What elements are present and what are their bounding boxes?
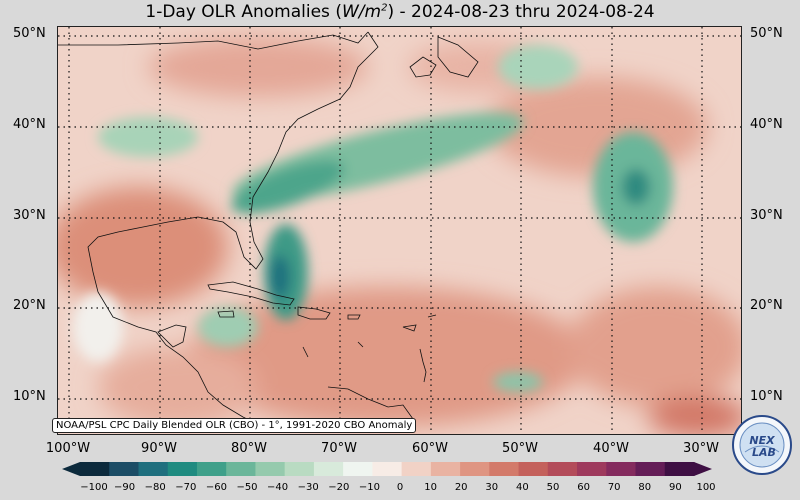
- colorbar-cell: [138, 462, 169, 476]
- colorbar-cell: [109, 462, 139, 476]
- colorbar-cell: [401, 462, 432, 476]
- colorbar-tick: −90: [114, 482, 136, 493]
- colorbar-cell: [80, 462, 110, 476]
- nexlab-globe-logo: NEX LAB: [732, 415, 792, 475]
- colorbar-tick: 60: [577, 482, 590, 493]
- colorbar-cell: [577, 462, 607, 476]
- lon-label: 60°W: [412, 441, 448, 456]
- map-title: 1-Day OLR Anomalies (W/m2) - 2024-08-23 …: [145, 2, 655, 22]
- colorbar-tick: −80: [144, 482, 166, 493]
- colorbar-cell: [635, 462, 666, 476]
- lon-label: 100°W: [45, 441, 91, 456]
- colorbar-cell: [547, 462, 578, 476]
- graticule: [58, 27, 741, 434]
- colorbar-tick: 0: [396, 482, 404, 493]
- olr-anomaly-map: [57, 26, 742, 435]
- lat-label-right: 40°N: [750, 117, 783, 132]
- colorbar-tick: −10: [358, 482, 380, 493]
- title-unit: W/m2: [341, 2, 388, 22]
- colorbar-tick: 30: [485, 482, 499, 493]
- colorbar-tick: −30: [297, 482, 319, 493]
- lon-label: 90°W: [141, 441, 177, 456]
- colorbar-extend-max: [694, 462, 712, 476]
- coastlines: [58, 31, 479, 433]
- positive-anomaly-field: [58, 37, 741, 434]
- colorbar-tick: 40: [516, 482, 529, 493]
- logo-text-bottom: LAB: [752, 446, 776, 459]
- lon-label: 70°W: [321, 441, 357, 456]
- lon-label: 50°W: [502, 441, 538, 456]
- colorbar-cell: [606, 462, 637, 476]
- colorbar-tick: 70: [607, 482, 621, 493]
- lat-label-left: 40°N: [13, 117, 46, 132]
- lat-label-left: 50°N: [13, 26, 46, 41]
- colorbar-tick: 90: [669, 482, 682, 493]
- colorbar-tick: −50: [236, 482, 258, 493]
- colorbar: [62, 462, 712, 476]
- lat-label-left: 10°N: [13, 389, 46, 404]
- lon-label: 30°W: [683, 441, 719, 456]
- map-canvas: [58, 27, 741, 434]
- colorbar-tick: −70: [175, 482, 197, 493]
- colorbar-tick: 100: [696, 482, 716, 493]
- logo-text-top: NEX: [749, 434, 775, 447]
- colorbar-tick: −40: [267, 482, 289, 493]
- colorbar-tick: 80: [638, 482, 652, 493]
- lon-label: 40°W: [593, 441, 629, 456]
- colorbar-tick: −100: [80, 482, 108, 493]
- colorbar-cell: [255, 462, 286, 476]
- colorbar-cell: [489, 462, 520, 476]
- colorbar-cell: [664, 462, 695, 476]
- lat-label-right: 50°N: [750, 26, 783, 41]
- colorbar-cell: [313, 462, 344, 476]
- colorbar-cell: [430, 462, 461, 476]
- lat-label-left: 30°N: [13, 208, 46, 223]
- colorbar-extend-min: [62, 462, 80, 476]
- colorbar-tick: 20: [454, 482, 468, 493]
- lat-label-right: 30°N: [750, 208, 783, 223]
- lat-label-left: 20°N: [13, 298, 46, 313]
- colorbar-cell: [518, 462, 549, 476]
- lat-label-right: 10°N: [750, 389, 783, 404]
- colorbar-cell: [460, 462, 490, 476]
- lat-label-right: 20°N: [750, 298, 783, 313]
- negative-anomaly-field: [73, 45, 673, 392]
- colorbar-cell: [196, 462, 227, 476]
- colorbar-cell: [372, 462, 403, 476]
- data-source-credit: NOAA/PSL CPC Daily Blended OLR (CBO) - 1…: [52, 418, 417, 433]
- colorbar-tick: −60: [205, 482, 227, 493]
- colorbar-cell: [226, 462, 256, 476]
- colorbar-cell: [284, 462, 315, 476]
- colorbar-tick: 10: [424, 482, 437, 493]
- colorbar-cell: [343, 462, 373, 476]
- colorbar-tick: −20: [328, 482, 350, 493]
- lon-label: 80°W: [231, 441, 267, 456]
- colorbar-cell: [167, 462, 198, 476]
- colorbar-tick: 50: [546, 482, 560, 493]
